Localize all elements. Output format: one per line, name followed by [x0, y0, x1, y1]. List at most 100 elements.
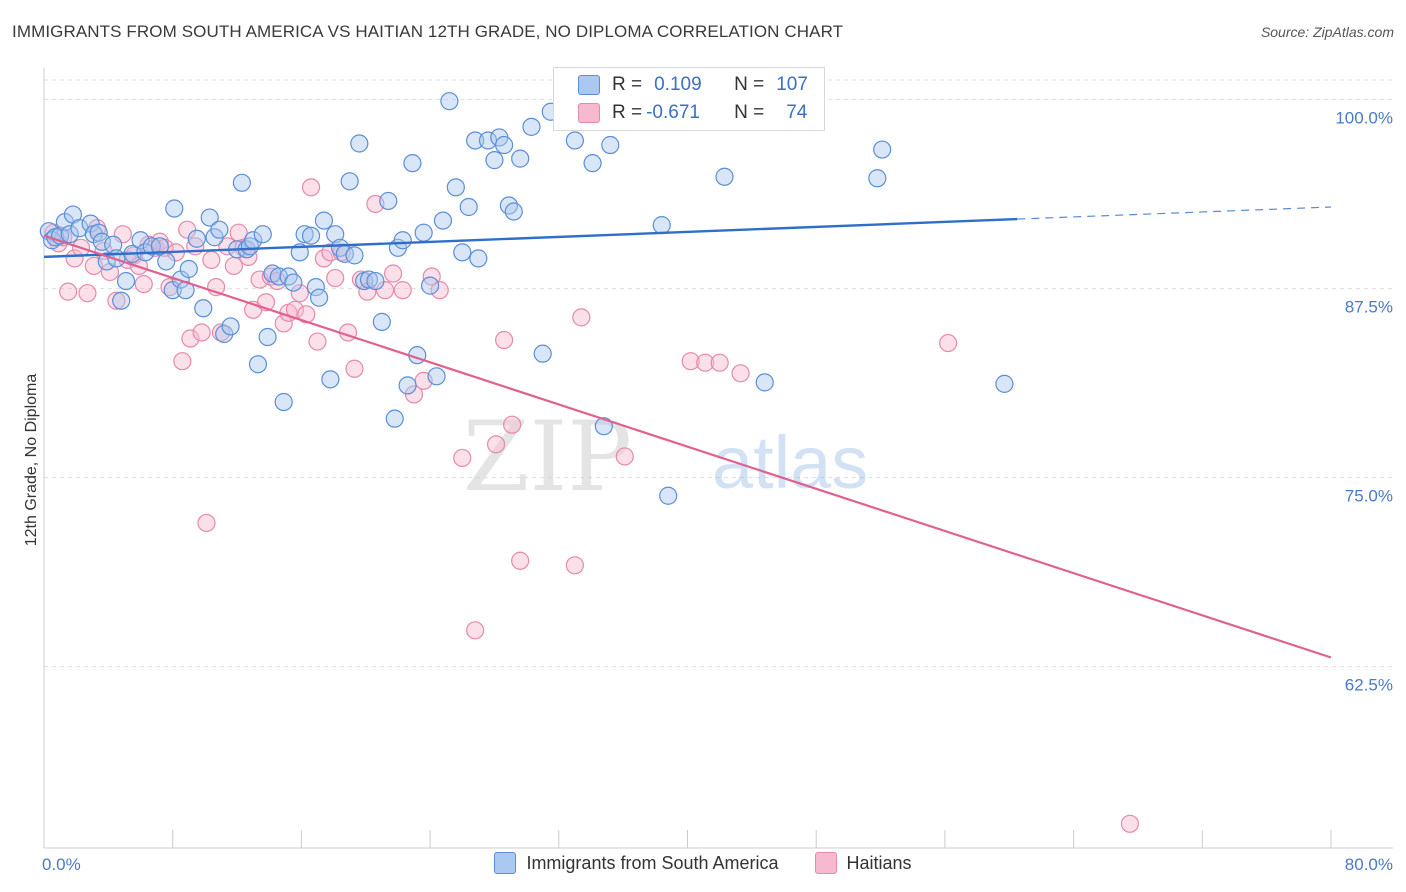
- legend-label-south-america: Immigrants from South America: [526, 852, 779, 873]
- data-point-south-america: [427, 367, 446, 386]
- stats-row-south-america: R = 0.109 N = 107: [554, 71, 824, 99]
- data-point-south-america: [253, 225, 272, 244]
- data-point-south-america: [485, 151, 504, 170]
- data-point-haitians: [134, 274, 153, 294]
- data-point-south-america: [522, 117, 541, 136]
- data-point-south-america: [398, 376, 417, 395]
- data-point-south-america: [274, 392, 293, 412]
- grid-lines: [44, 79, 1393, 668]
- data-point-south-america: [248, 355, 268, 374]
- data-point-south-america: [511, 149, 530, 168]
- data-point-haitians: [511, 551, 530, 570]
- data-point-south-america: [583, 154, 602, 173]
- x-tick-label: 0.0%: [42, 855, 81, 874]
- stats-n-label: N =: [734, 74, 765, 95]
- data-point-haitians: [345, 359, 364, 378]
- data-point-haitians: [192, 323, 211, 342]
- data-point-south-america: [221, 317, 240, 336]
- data-point-south-america: [868, 169, 887, 188]
- data-point-haitians: [59, 282, 78, 301]
- legend-item-haitians[interactable]: Haitians: [814, 852, 912, 874]
- data-point-south-america: [594, 417, 613, 436]
- data-point-south-america: [92, 232, 112, 251]
- data-point-haitians: [181, 329, 200, 348]
- chart-title: IMMIGRANTS FROM SOUTH AMERICA VS HAITIAN…: [12, 22, 844, 41]
- stats-n-value-haitians: 74: [786, 102, 808, 123]
- data-point-haitians: [495, 330, 514, 350]
- data-point-haitians: [173, 352, 192, 371]
- data-point-haitians: [615, 447, 634, 466]
- data-point-haitians: [565, 556, 584, 575]
- data-point-south-america: [295, 225, 314, 244]
- data-point-south-america: [873, 140, 892, 159]
- trend-line-south-america-extension: [1017, 206, 1332, 220]
- data-point-south-america: [60, 225, 79, 244]
- data-point-south-america: [200, 208, 219, 227]
- data-point-haitians: [78, 284, 97, 303]
- data-point-south-america: [433, 211, 453, 230]
- data-point-south-america: [330, 238, 350, 257]
- data-point-haitians: [197, 513, 216, 533]
- data-point-south-america: [258, 327, 277, 347]
- data-point-south-america: [446, 178, 465, 197]
- data-point-haitians: [453, 448, 472, 468]
- south-america-points: [39, 87, 1014, 505]
- data-point-south-america: [366, 271, 385, 291]
- x-tick-label: 80.0%: [1345, 855, 1393, 874]
- data-point-south-america: [659, 486, 678, 505]
- data-point-south-america: [284, 273, 303, 292]
- y-tick-label: 87.5%: [1345, 298, 1393, 317]
- y-tick-label: 62.5%: [1345, 676, 1393, 695]
- data-point-south-america: [306, 278, 325, 297]
- data-point-south-america: [533, 344, 552, 363]
- data-point-south-america: [210, 220, 229, 239]
- data-point-south-america: [466, 131, 485, 150]
- data-point-haitians: [422, 267, 441, 286]
- data-point-haitians: [404, 385, 424, 404]
- data-point-south-america: [321, 370, 340, 389]
- data-point-south-america: [345, 246, 364, 265]
- data-point-haitians: [202, 250, 221, 270]
- data-point-haitians: [297, 305, 316, 324]
- stats-swatch-south-america: [578, 75, 600, 95]
- trend-line-haitians: [43, 234, 1332, 659]
- data-point-south-america: [393, 231, 412, 250]
- data-point-haitians: [383, 264, 403, 283]
- stats-r-label: R =: [612, 102, 643, 123]
- data-point-haitians: [178, 220, 197, 239]
- data-point-south-america: [372, 312, 391, 331]
- data-point-south-america: [359, 270, 379, 289]
- data-point-haitians: [572, 308, 591, 327]
- data-point-south-america: [499, 196, 519, 215]
- data-point-south-america: [414, 223, 433, 242]
- trend-line-south-america: [43, 217, 1018, 259]
- stats-r-value-south-america: 0.109: [654, 74, 702, 95]
- data-point-south-america: [652, 216, 671, 235]
- data-point-south-america: [601, 135, 620, 155]
- data-point-haitians: [326, 268, 345, 288]
- data-point-haitians: [301, 178, 321, 197]
- legend-swatch-south-america: [494, 852, 517, 874]
- data-point-haitians: [710, 353, 729, 372]
- data-point-south-america: [309, 288, 329, 307]
- legend-item-south-america[interactable]: Immigrants from South America: [494, 852, 779, 874]
- data-point-haitians: [939, 333, 958, 353]
- data-point-south-america: [403, 154, 422, 173]
- data-point-haitians: [308, 332, 327, 351]
- data-point-south-america: [326, 225, 345, 244]
- stats-n-label: N =: [734, 102, 765, 123]
- trend-lines: [43, 206, 1332, 659]
- data-point-haitians: [375, 281, 395, 300]
- data-point-south-america: [440, 92, 459, 111]
- data-point-south-america: [131, 231, 150, 250]
- data-point-south-america: [232, 173, 251, 192]
- correlation-stats-box: R = 0.109 N = 107 R = -0.671 N = 74: [553, 67, 825, 131]
- data-point-south-america: [459, 197, 478, 217]
- data-point-haitians: [290, 284, 309, 303]
- data-point-south-america: [504, 202, 523, 221]
- axes: [43, 68, 1393, 849]
- data-point-south-america: [150, 237, 169, 256]
- data-point-haitians: [486, 435, 506, 454]
- stats-r-value-haitians: -0.671: [646, 102, 700, 123]
- data-point-south-america: [495, 135, 514, 155]
